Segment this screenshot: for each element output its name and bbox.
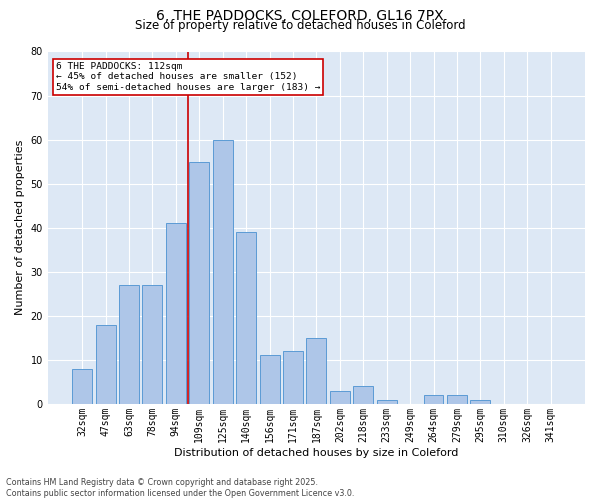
Bar bbox=[260, 356, 280, 404]
Bar bbox=[190, 162, 209, 404]
Bar bbox=[142, 285, 163, 404]
X-axis label: Distribution of detached houses by size in Coleford: Distribution of detached houses by size … bbox=[174, 448, 458, 458]
Text: 6, THE PADDOCKS, COLEFORD, GL16 7PX: 6, THE PADDOCKS, COLEFORD, GL16 7PX bbox=[156, 9, 444, 23]
Bar bbox=[330, 390, 350, 404]
Bar bbox=[424, 395, 443, 404]
Bar bbox=[166, 224, 186, 404]
Bar bbox=[447, 395, 467, 404]
Bar bbox=[353, 386, 373, 404]
Bar bbox=[236, 232, 256, 404]
Text: Contains HM Land Registry data © Crown copyright and database right 2025.
Contai: Contains HM Land Registry data © Crown c… bbox=[6, 478, 355, 498]
Bar bbox=[213, 140, 233, 404]
Bar bbox=[72, 368, 92, 404]
Bar bbox=[470, 400, 490, 404]
Bar bbox=[95, 324, 116, 404]
Y-axis label: Number of detached properties: Number of detached properties bbox=[15, 140, 25, 316]
Bar bbox=[307, 338, 326, 404]
Bar bbox=[283, 351, 303, 404]
Bar bbox=[377, 400, 397, 404]
Bar bbox=[119, 285, 139, 404]
Text: Size of property relative to detached houses in Coleford: Size of property relative to detached ho… bbox=[134, 19, 466, 32]
Text: 6 THE PADDOCKS: 112sqm
← 45% of detached houses are smaller (152)
54% of semi-de: 6 THE PADDOCKS: 112sqm ← 45% of detached… bbox=[56, 62, 320, 92]
